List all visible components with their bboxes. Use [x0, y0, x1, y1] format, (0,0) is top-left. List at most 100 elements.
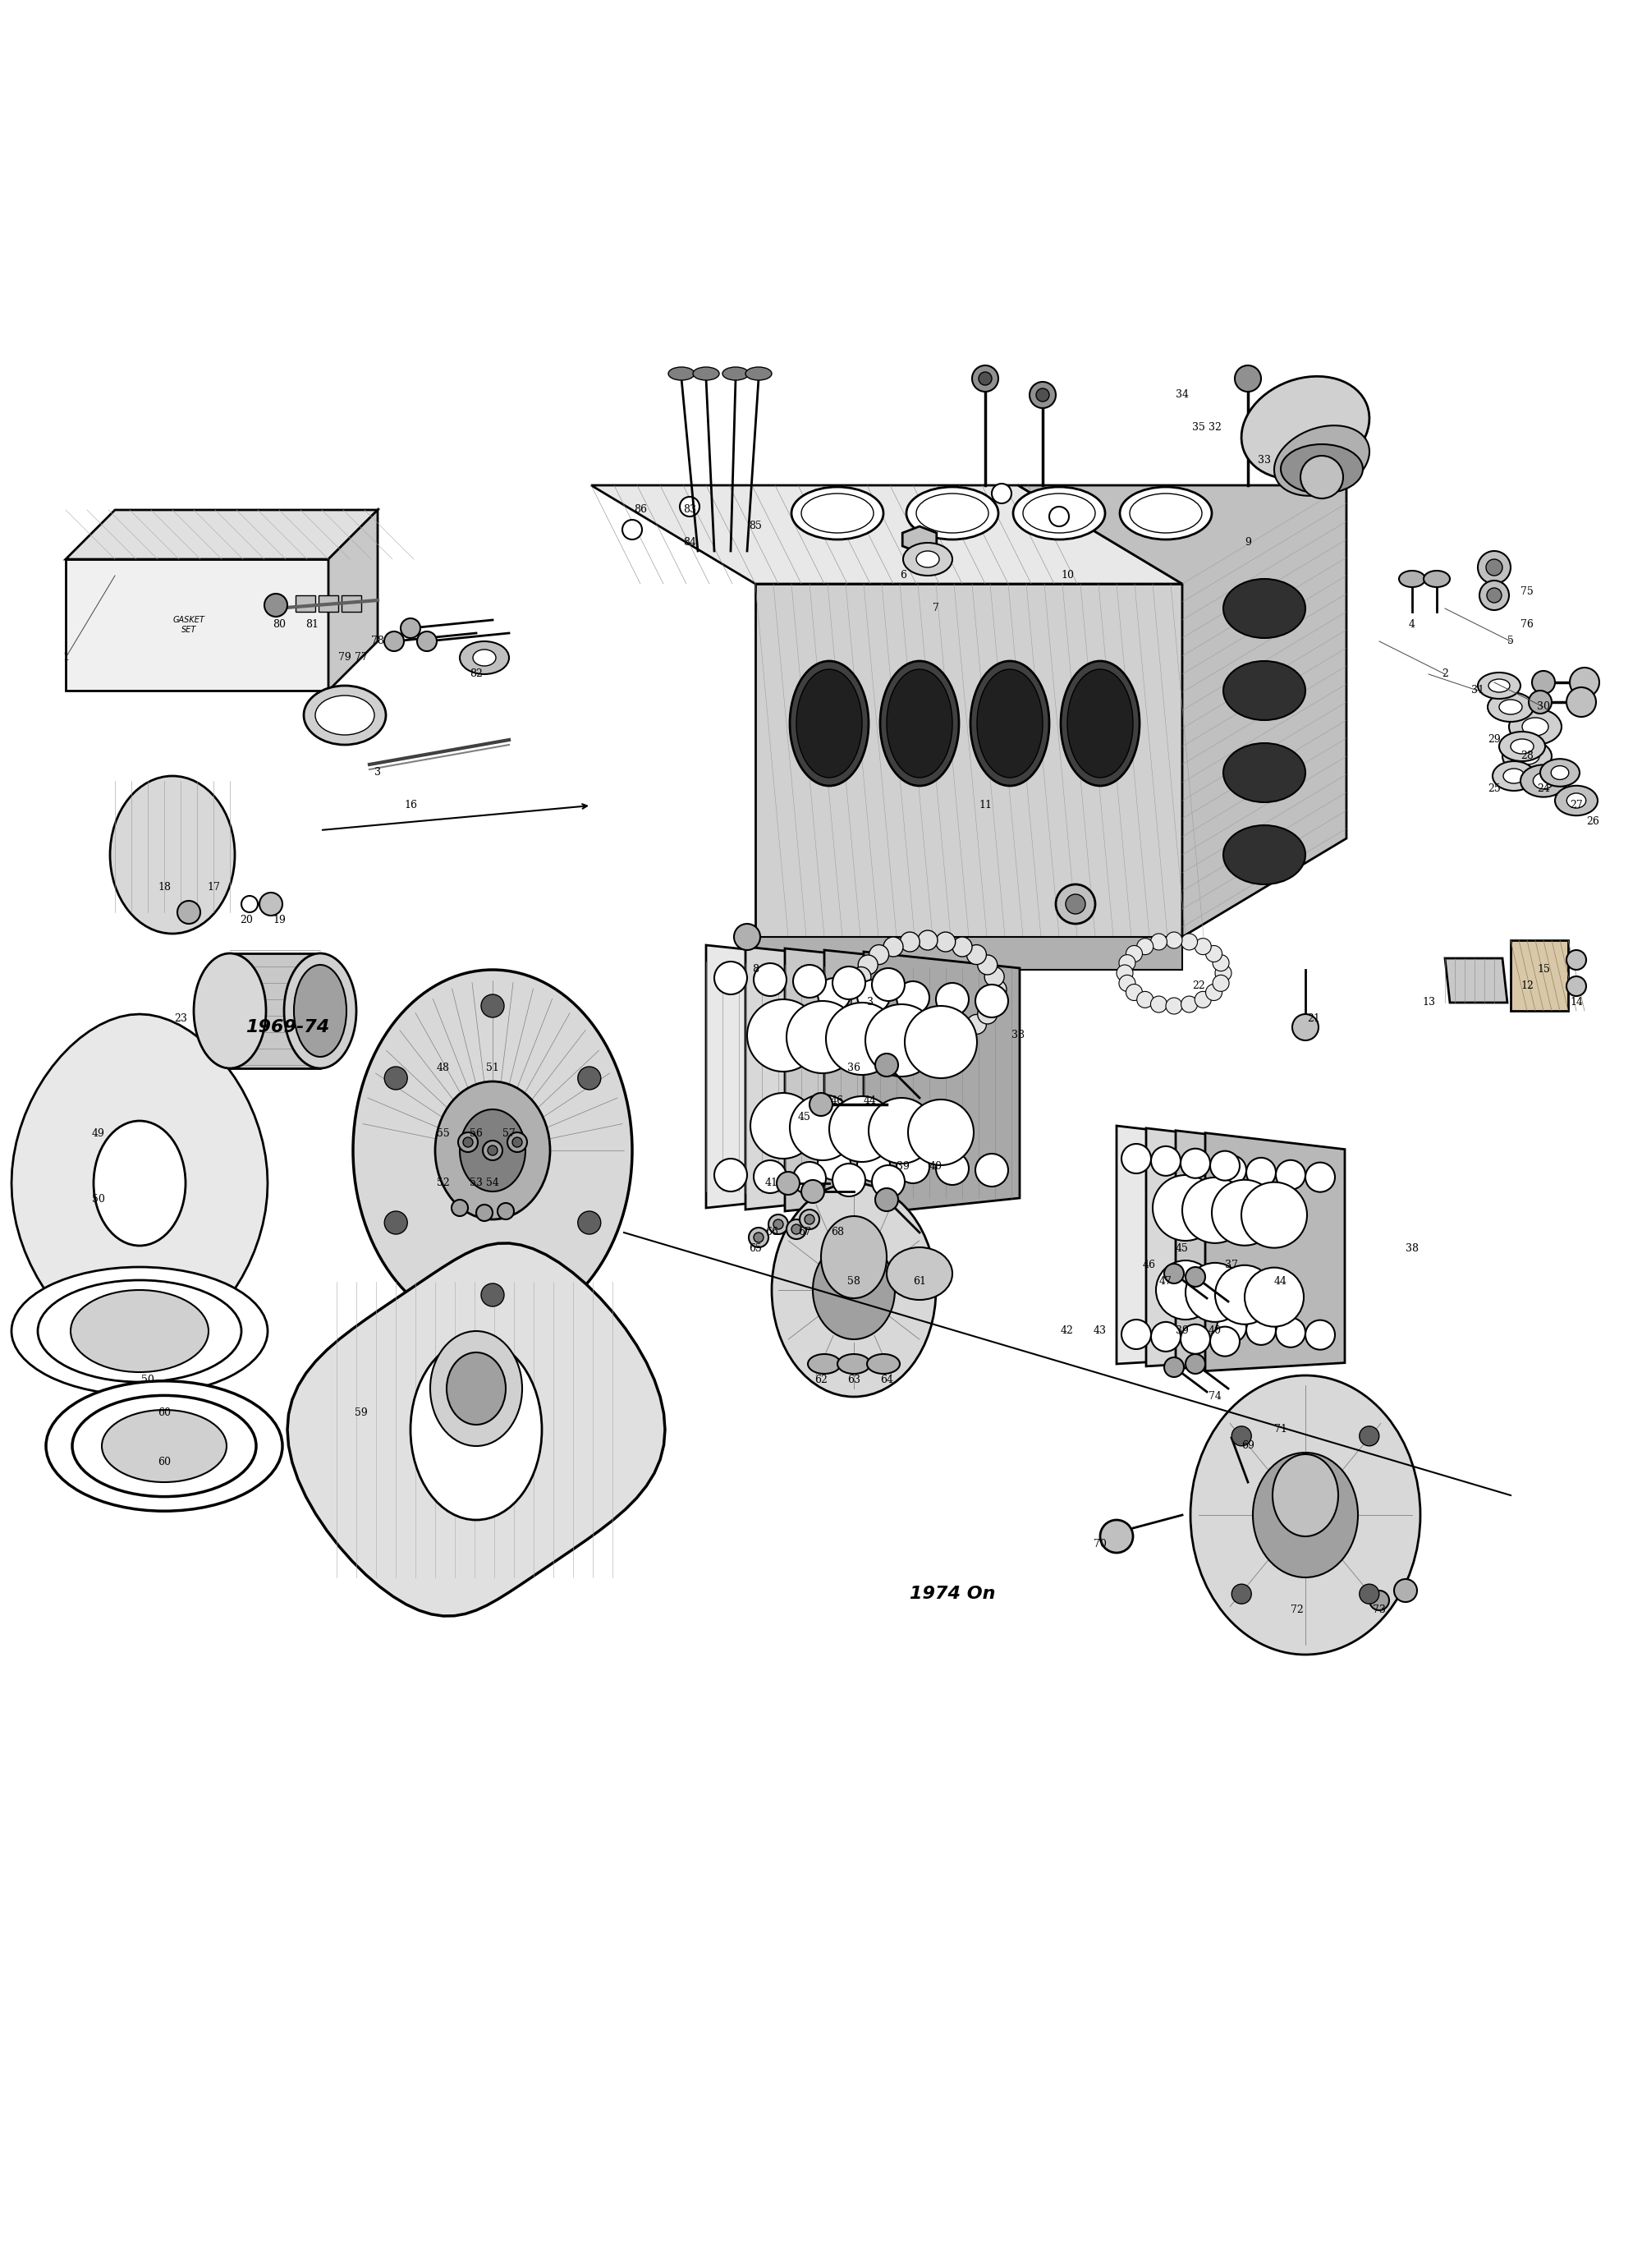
Circle shape [750, 1093, 816, 1159]
Ellipse shape [1223, 744, 1305, 803]
Circle shape [800, 1209, 819, 1229]
Circle shape [734, 923, 760, 950]
Text: 44: 44 [1274, 1277, 1287, 1288]
Circle shape [1153, 1175, 1218, 1241]
Circle shape [1181, 1325, 1210, 1354]
Circle shape [1181, 996, 1197, 1012]
Text: 61: 61 [913, 1277, 926, 1288]
Circle shape [1479, 581, 1509, 610]
Circle shape [883, 937, 903, 957]
Circle shape [1488, 587, 1501, 603]
Circle shape [1478, 551, 1511, 583]
Polygon shape [745, 946, 901, 1209]
Circle shape [498, 1202, 514, 1220]
Polygon shape [755, 937, 1182, 971]
Circle shape [872, 968, 905, 1000]
Text: 46: 46 [831, 1095, 844, 1107]
Ellipse shape [194, 953, 266, 1068]
Circle shape [1181, 1148, 1210, 1177]
Circle shape [1215, 1266, 1274, 1325]
Ellipse shape [1061, 660, 1140, 785]
Circle shape [1121, 1320, 1151, 1349]
Ellipse shape [11, 1268, 268, 1395]
Circle shape [1151, 1145, 1181, 1175]
Circle shape [777, 1173, 800, 1195]
Ellipse shape [722, 367, 749, 381]
Circle shape [1136, 939, 1153, 955]
Text: 54: 54 [486, 1177, 499, 1188]
Text: 31: 31 [1471, 685, 1484, 696]
Text: 12: 12 [1520, 980, 1534, 991]
Text: 10: 10 [1061, 569, 1074, 581]
Ellipse shape [473, 649, 496, 667]
Circle shape [1151, 996, 1167, 1012]
Circle shape [977, 955, 997, 975]
Text: 64: 64 [880, 1374, 893, 1386]
Text: 38: 38 [1406, 1243, 1419, 1254]
Text: 48: 48 [437, 1064, 450, 1073]
Text: 14: 14 [1570, 998, 1583, 1007]
Text: 8: 8 [752, 964, 759, 975]
Text: 60: 60 [158, 1456, 171, 1467]
Circle shape [1166, 998, 1182, 1014]
Text: 72: 72 [1291, 1606, 1304, 1615]
Circle shape [1195, 939, 1212, 955]
Circle shape [790, 1095, 855, 1161]
Ellipse shape [1013, 488, 1105, 540]
Circle shape [1205, 984, 1222, 1000]
Text: GASKET
SET: GASKET SET [172, 617, 205, 633]
Circle shape [1186, 1268, 1205, 1286]
Text: 51: 51 [486, 1064, 499, 1073]
Circle shape [773, 1220, 783, 1229]
Text: 34: 34 [1176, 390, 1189, 401]
Circle shape [1570, 667, 1599, 696]
Text: 62: 62 [814, 1374, 828, 1386]
Circle shape [452, 1200, 468, 1216]
Circle shape [481, 1284, 504, 1306]
Text: 52: 52 [437, 1177, 450, 1188]
Circle shape [1156, 1261, 1215, 1320]
Circle shape [1118, 955, 1135, 971]
Circle shape [1151, 934, 1167, 950]
Text: 73: 73 [1373, 1606, 1386, 1615]
Circle shape [897, 982, 929, 1014]
Circle shape [177, 900, 200, 923]
Text: 28: 28 [1520, 751, 1534, 762]
Circle shape [857, 980, 890, 1012]
Polygon shape [591, 485, 1182, 583]
Ellipse shape [102, 1411, 227, 1483]
Text: 56: 56 [470, 1129, 483, 1139]
Ellipse shape [1223, 826, 1305, 885]
Ellipse shape [1504, 769, 1524, 782]
Circle shape [384, 1211, 407, 1234]
Ellipse shape [1253, 1452, 1358, 1579]
Ellipse shape [1540, 760, 1580, 787]
Circle shape [1369, 1590, 1389, 1610]
Ellipse shape [745, 367, 772, 381]
Ellipse shape [1552, 767, 1568, 780]
Bar [319, 594, 338, 612]
Text: 55: 55 [437, 1129, 450, 1139]
Text: 59: 59 [355, 1408, 368, 1418]
Circle shape [1118, 975, 1135, 991]
Polygon shape [1018, 485, 1346, 937]
Ellipse shape [38, 1279, 241, 1381]
Circle shape [1213, 955, 1230, 971]
Ellipse shape [294, 964, 346, 1057]
Ellipse shape [94, 1120, 186, 1245]
Circle shape [1030, 381, 1056, 408]
Text: 63: 63 [847, 1374, 860, 1386]
Text: 47: 47 [1159, 1277, 1172, 1288]
Circle shape [1066, 894, 1085, 914]
Ellipse shape [821, 1216, 887, 1297]
Circle shape [241, 896, 258, 912]
Text: 7: 7 [933, 603, 939, 615]
Text: 82: 82 [470, 669, 483, 680]
Circle shape [869, 1014, 888, 1034]
Text: 65: 65 [749, 1243, 762, 1254]
Text: 3: 3 [374, 767, 381, 778]
Text: 29: 29 [1488, 735, 1501, 746]
Circle shape [952, 937, 972, 957]
Polygon shape [1146, 1127, 1286, 1365]
Ellipse shape [110, 776, 235, 934]
